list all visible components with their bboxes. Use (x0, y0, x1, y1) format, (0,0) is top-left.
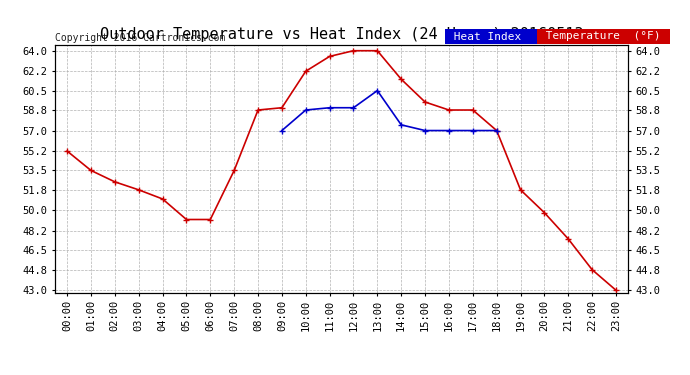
Title: Outdoor Temperature vs Heat Index (24 Hours) 20160513: Outdoor Temperature vs Heat Index (24 Ho… (100, 27, 583, 42)
Text: Copyright 2016 Cartronics.com: Copyright 2016 Cartronics.com (55, 33, 226, 42)
Text: Heat Index  (°F): Heat Index (°F) (448, 31, 569, 41)
Text: Temperature  (°F): Temperature (°F) (539, 31, 667, 41)
